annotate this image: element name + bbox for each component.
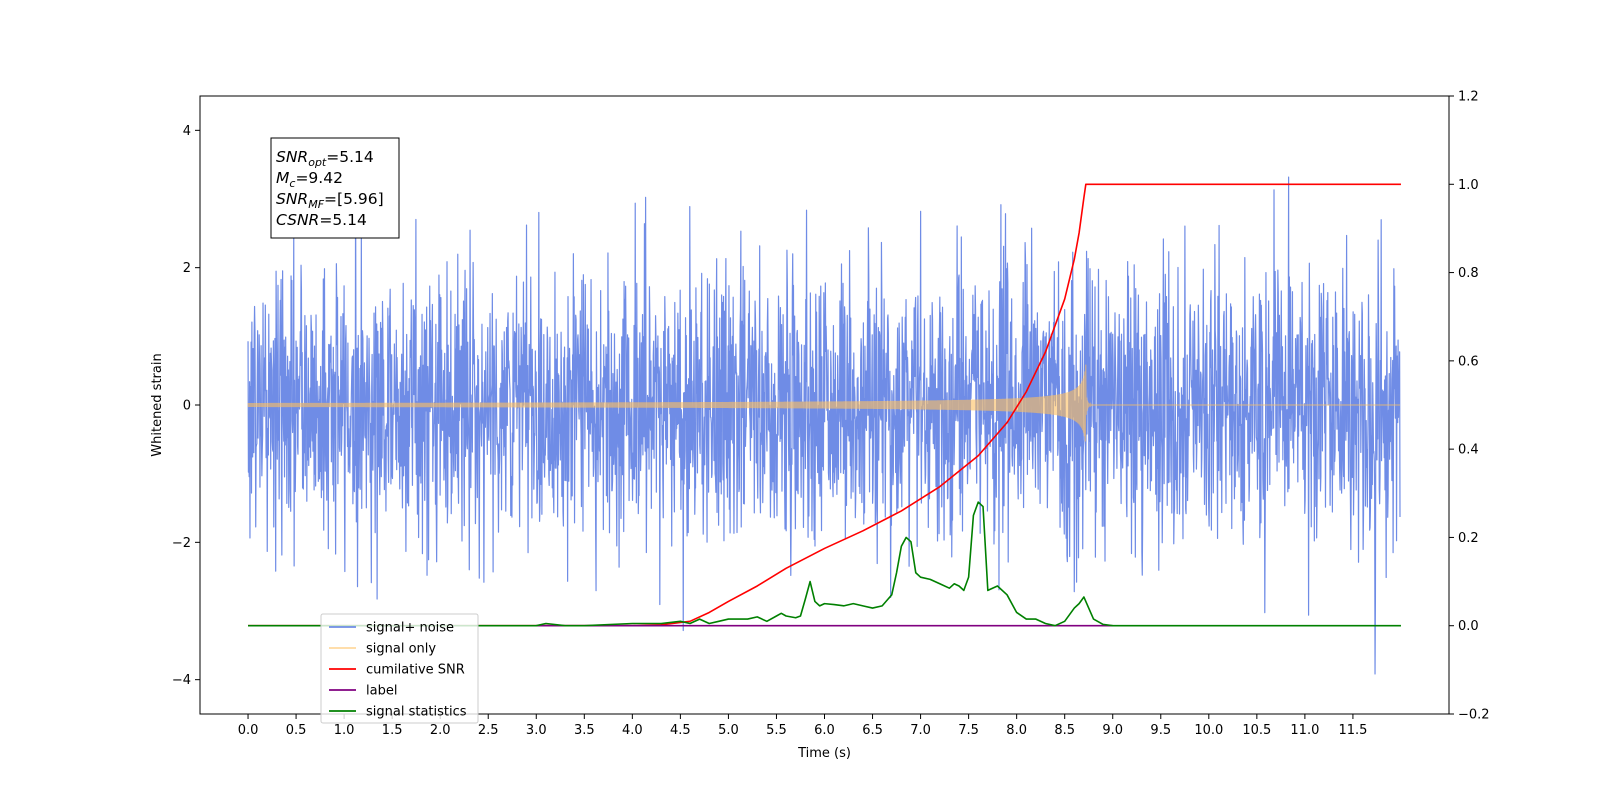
legend-label-signal-statistics: signal statistics (366, 705, 467, 720)
x-tick-label: 10.0 (1194, 723, 1223, 738)
axes-layer: 0.0 0.5 1.0 1.5 2.0 2.5 3.0 3.5 4.0 4.5 5.0 5.5 6.0 6… (172, 90, 1490, 739)
y2-tick-label: 0.8 (1458, 266, 1479, 281)
legend-label-signal-noise: signal+ noise (366, 621, 454, 636)
legend-label-cumilative-snr: cumilative SNR (366, 663, 465, 678)
legend-label-signal-only: signal only (366, 642, 436, 657)
y-tick-label: 0 (183, 399, 191, 414)
info-box-frame (270, 137, 400, 239)
x-tick-label: 0.0 (238, 723, 259, 738)
x-tick-label: 1.5 (382, 723, 403, 738)
y-tick-label: −4 (172, 673, 191, 688)
x-tick-label: 0.5 (286, 723, 307, 738)
y2-tick-label: 0.6 (1458, 354, 1479, 369)
y2-tick-label: −0.2 (1458, 708, 1490, 723)
x-tick-label: 9.0 (1102, 723, 1123, 738)
y2-tick-label: 0.2 (1458, 531, 1479, 546)
x-tick-label: 8.0 (1006, 723, 1027, 738)
series-line-signal-only (247, 364, 1400, 442)
x-tick-label: 5.0 (718, 723, 739, 738)
y2-tick-label: 1.0 (1458, 178, 1479, 193)
x-tick-label: 5.5 (766, 723, 787, 738)
x-tick-label: 6.5 (862, 723, 883, 738)
y-axis-title: Whitened strain (150, 353, 165, 456)
info-line: CSNR=5.14 (276, 211, 367, 229)
y-tick-label: 2 (183, 261, 191, 276)
legend-frame (320, 613, 479, 724)
series-line-signal-noise (247, 176, 1401, 675)
y2-tick-label: 1.2 (1458, 90, 1479, 105)
info-line: SNRopt=5.14 (276, 148, 374, 169)
x-tick-label: 6.0 (814, 723, 835, 738)
info-line: Mc=9.42 (276, 169, 343, 190)
x-tick-label: 1.0 (334, 723, 355, 738)
x-tick-label: 3.5 (574, 723, 595, 738)
legend-label-label: label (366, 684, 397, 699)
x-axis-title: Time (s) (797, 746, 851, 761)
info-line: SNRMF=[5.96] (276, 190, 384, 211)
x-tick-label: 9.5 (1150, 723, 1171, 738)
x-tick-label: 8.5 (1054, 723, 1075, 738)
series-line-signal-statistics (248, 501, 1401, 627)
y-tick-label: −2 (172, 536, 191, 551)
legend: signal+ noise signal only cumilative SNR la… (320, 613, 479, 724)
x-tick-label: 7.0 (910, 723, 931, 738)
x-tick-label: 3.0 (526, 723, 547, 738)
x-tick-label: 7.5 (958, 723, 979, 738)
x-tick-label: 2.0 (430, 723, 451, 738)
x-tick-label: 11.0 (1290, 723, 1319, 738)
x-tick-label: 10.5 (1242, 723, 1271, 738)
x-tick-label: 4.5 (670, 723, 691, 738)
series-layer (247, 176, 1401, 675)
y2-tick-label: 0.0 (1458, 619, 1479, 634)
x-tick-label: 2.5 (478, 723, 499, 738)
series-line-cumilative-snr (248, 183, 1401, 627)
y2-tick-label: 0.4 (1458, 443, 1479, 458)
y-tick-label: 4 (183, 124, 191, 139)
x-tick-label: 11.5 (1338, 723, 1367, 738)
x-tick-label: 4.0 (622, 723, 643, 738)
